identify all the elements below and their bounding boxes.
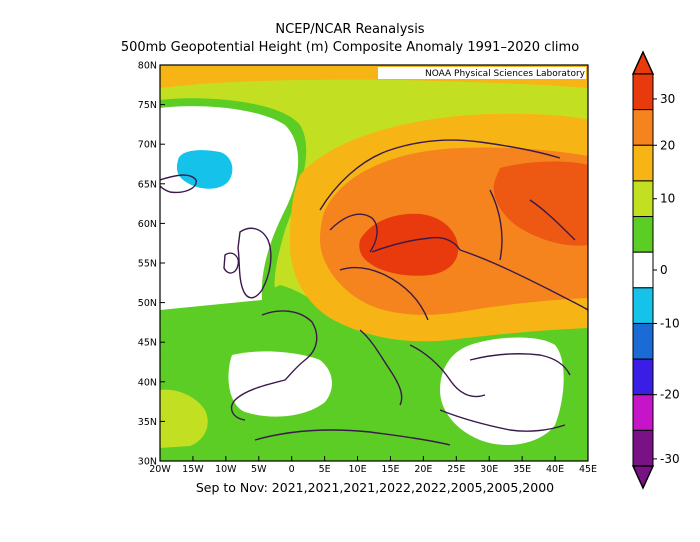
lat-tick-label: 50N bbox=[138, 298, 157, 309]
colorbar-tick-label: -10 bbox=[660, 316, 680, 330]
lat-tick-label: 45N bbox=[138, 338, 157, 349]
coast-anatolia-south bbox=[439, 409, 566, 432]
longitude-axis: 20W 15W 10W 5W 0 5E 10E 15E 20E 25E 30E 35E 40E 45E bbox=[149, 456, 597, 475]
coast-black-sea bbox=[469, 353, 571, 376]
lat-tick-label: 80N bbox=[138, 61, 157, 72]
lon-tick-label: 5E bbox=[319, 464, 331, 475]
lon-tick-label: 10W bbox=[215, 464, 237, 475]
lat-tick-label: 55N bbox=[138, 259, 157, 270]
colorbar-segment bbox=[632, 251, 654, 289]
lon-tick-label: 25E bbox=[447, 464, 465, 475]
colorbar: 30 20 10 0 -10 -20 -30 bbox=[631, 50, 680, 490]
colorbar-top-arrow bbox=[631, 50, 655, 75]
lon-tick-label: 35E bbox=[513, 464, 531, 475]
lat-tick-label: 65N bbox=[138, 179, 157, 190]
lon-tick-label: 0 bbox=[289, 464, 295, 475]
colorbar-tick-label: 0 bbox=[660, 263, 668, 277]
colorbar-tick-label: 20 bbox=[660, 138, 675, 152]
chart-subtitle: 500mb Geopotential Height (m) Composite … bbox=[120, 40, 580, 55]
colorbar-tick-label: -20 bbox=[660, 388, 680, 402]
lon-tick-label: 10E bbox=[348, 464, 366, 475]
colorbar-segment bbox=[632, 180, 654, 218]
colorbar-tick-label: 30 bbox=[660, 92, 675, 106]
coast-italy bbox=[359, 329, 403, 406]
border-eastern-europe bbox=[459, 249, 588, 311]
colorbar-tick-label: -30 bbox=[660, 452, 680, 466]
anomaly-band-neutral-east-med bbox=[440, 337, 564, 445]
coast-british-isles bbox=[237, 227, 272, 299]
lon-tick-label: 5W bbox=[251, 464, 267, 475]
colorbar-tick-label: 10 bbox=[660, 192, 675, 206]
coast-greenland-tip bbox=[160, 174, 197, 194]
coast-north-africa bbox=[254, 429, 451, 446]
lat-tick-label: 60N bbox=[138, 219, 157, 230]
lat-tick-label: 40N bbox=[138, 377, 157, 388]
anomaly-core-baltic bbox=[359, 213, 459, 276]
coast-scandinavia-north bbox=[319, 139, 561, 211]
colorbar-segment bbox=[632, 73, 654, 111]
colorbar-segment bbox=[632, 216, 654, 253]
colorbar-segment bbox=[632, 322, 654, 360]
lon-tick-label: 15E bbox=[381, 464, 399, 475]
coastlines bbox=[160, 139, 588, 446]
coast-balkans bbox=[409, 344, 486, 398]
colorbar-segment bbox=[632, 109, 654, 146]
composite-caption: Sep to Nov: 2021,2021,2021,2022,2022,200… bbox=[195, 480, 555, 495]
lon-tick-label: 15W bbox=[182, 464, 204, 475]
colorbar-segment bbox=[632, 287, 654, 324]
border-russia-east bbox=[529, 199, 576, 241]
colorbar-segment bbox=[632, 394, 654, 431]
coast-baltic bbox=[371, 236, 461, 253]
lon-tick-label: 20W bbox=[149, 464, 171, 475]
lat-tick-label: 75N bbox=[138, 100, 157, 111]
anomaly-core-russia bbox=[493, 161, 588, 246]
colorbar-segment bbox=[632, 358, 654, 396]
lat-tick-label: 35N bbox=[138, 417, 157, 428]
lon-tick-label: 40E bbox=[546, 464, 564, 475]
colorbar-segment bbox=[632, 429, 654, 467]
negative-anomaly-greenland bbox=[176, 150, 233, 189]
anomaly-field bbox=[160, 65, 588, 461]
coast-central-europe bbox=[339, 266, 429, 321]
anomaly-band-neutral-iberia bbox=[228, 351, 332, 417]
credit-label: NOAA Physical Sciences Laboratory bbox=[425, 69, 586, 79]
coast-norway-west bbox=[329, 213, 378, 253]
credit-box bbox=[378, 67, 586, 79]
colorbar-bottom-arrow bbox=[631, 465, 655, 490]
colorbar-segment bbox=[632, 144, 654, 182]
coast-ireland bbox=[223, 252, 239, 274]
coast-france-iberia bbox=[230, 310, 318, 421]
border-finland-russia bbox=[489, 189, 503, 261]
latitude-axis: 30N 35N 40N 45N 50N 55N 60N 65N 70N 75N 80N bbox=[138, 61, 165, 468]
chart-title: NCEP/NCAR Reanalysis bbox=[275, 22, 425, 37]
lon-tick-label: 30E bbox=[480, 464, 498, 475]
lon-tick-label: 45E bbox=[579, 464, 597, 475]
lat-tick-label: 70N bbox=[138, 140, 157, 151]
anomaly-band-10-15-southwest bbox=[160, 389, 208, 448]
lon-tick-label: 20E bbox=[414, 464, 432, 475]
lat-tick-label: 30N bbox=[138, 457, 157, 468]
